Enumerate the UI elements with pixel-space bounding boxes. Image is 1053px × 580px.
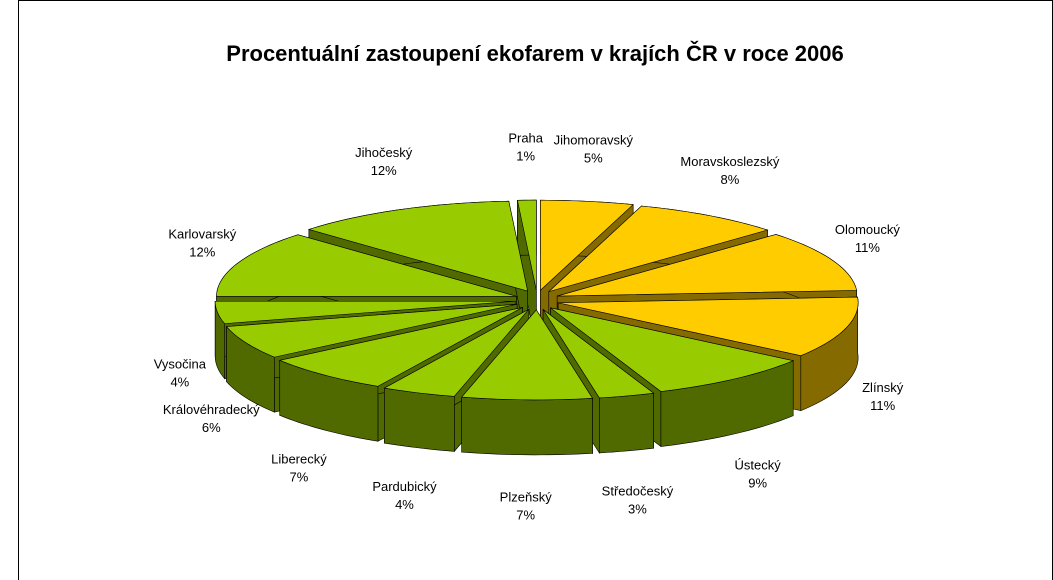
slice-label: Plzeňský bbox=[500, 489, 553, 504]
slice bbox=[517, 199, 537, 291]
slice bbox=[548, 205, 769, 292]
slice-label: Jihočeský bbox=[355, 145, 413, 160]
slice-value-label: 11% bbox=[870, 398, 895, 413]
slice-value-label: 7% bbox=[516, 507, 535, 522]
slice-value-label: 1% bbox=[516, 149, 535, 164]
slice-value-label: 8% bbox=[720, 172, 739, 187]
slice-label: Zlínský bbox=[862, 380, 904, 395]
slice bbox=[461, 309, 594, 401]
slice-label: Olomoucký bbox=[835, 222, 901, 237]
slice-value-label: 3% bbox=[628, 501, 647, 516]
slice bbox=[557, 234, 857, 297]
slice-value-label: 12% bbox=[189, 244, 215, 259]
slice-value-label: 7% bbox=[290, 469, 309, 484]
slice-side bbox=[384, 387, 455, 452]
slice-value-label: 4% bbox=[170, 374, 189, 389]
slice bbox=[216, 234, 517, 297]
slice-label: Vysočina bbox=[154, 356, 207, 371]
slice bbox=[550, 307, 795, 392]
slice-label: Středočeský bbox=[602, 483, 674, 498]
slice bbox=[225, 303, 518, 358]
slice-label: Pardubický bbox=[372, 479, 437, 494]
slice-value-label: 4% bbox=[395, 497, 414, 512]
slice-side bbox=[461, 396, 593, 456]
slice-value-label: 9% bbox=[748, 476, 767, 491]
slice bbox=[540, 199, 634, 291]
slice-label: Moravskoslezský bbox=[680, 154, 779, 169]
chart-title: Procentuální zastoupení ekofarem v krají… bbox=[226, 41, 843, 66]
slice-value-label: 6% bbox=[202, 420, 221, 435]
slice bbox=[278, 307, 523, 387]
pie bbox=[214, 199, 859, 456]
slice bbox=[542, 309, 655, 399]
slice bbox=[558, 296, 859, 356]
slice-label: Jihomoravský bbox=[554, 132, 634, 147]
slice-label: Karlovarský bbox=[168, 226, 236, 241]
slice-label: Královéhradecký bbox=[163, 402, 260, 417]
slice-label: Liberecký bbox=[271, 451, 327, 466]
slice-value-label: 5% bbox=[584, 150, 603, 165]
slice-value-label: 12% bbox=[371, 163, 397, 178]
slice bbox=[214, 300, 516, 324]
slice-label: Ústecký bbox=[735, 458, 782, 473]
slice bbox=[307, 200, 529, 292]
slice-value-label: 11% bbox=[855, 240, 880, 255]
slice-side bbox=[599, 392, 654, 454]
slice-label: Praha bbox=[508, 131, 543, 146]
slice bbox=[383, 308, 530, 397]
